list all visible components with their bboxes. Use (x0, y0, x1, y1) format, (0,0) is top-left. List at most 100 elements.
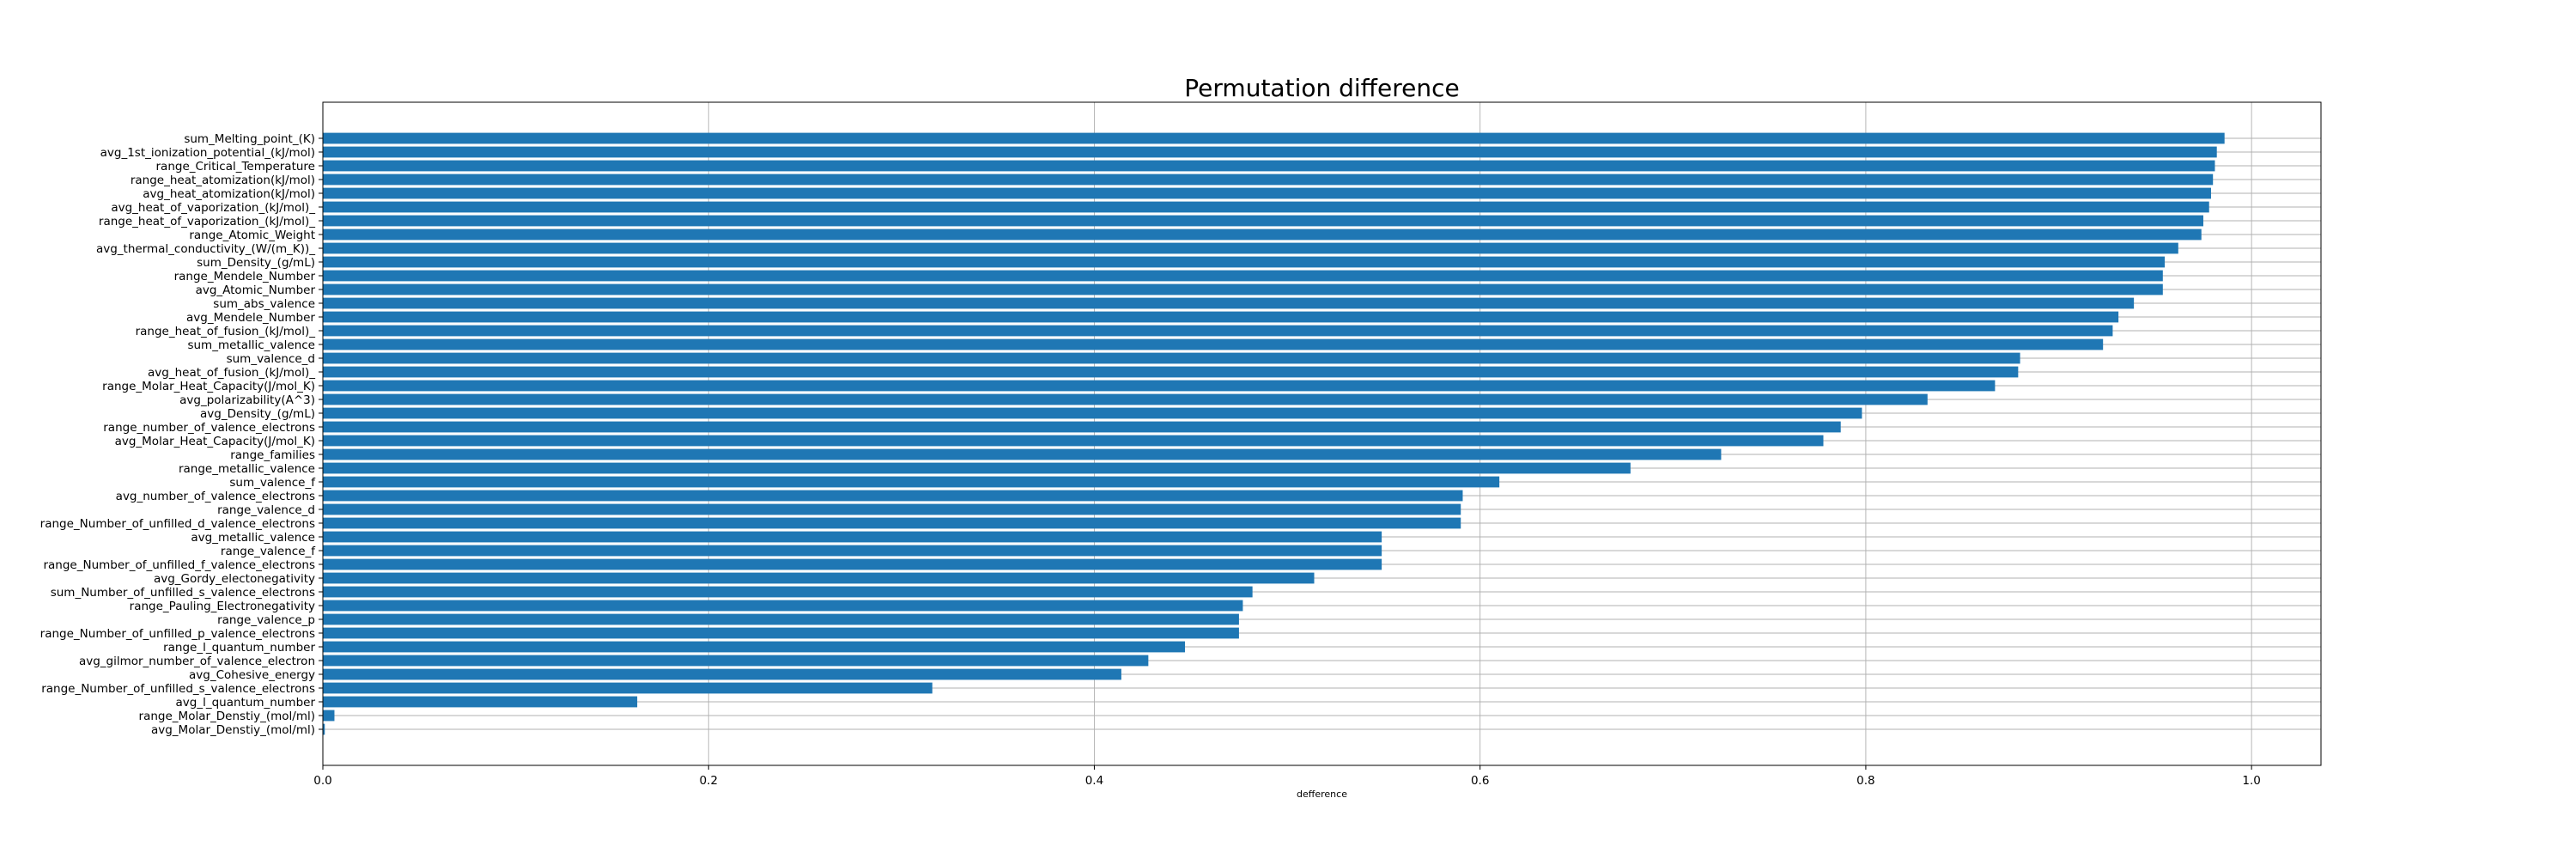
bar (323, 366, 2019, 378)
y-tick-label: range_metallic_valence (179, 462, 315, 476)
y-tick-label: sum_metallic_valence (187, 338, 315, 352)
y-tick-label: sum_valence_f (229, 476, 316, 490)
bar (323, 325, 2113, 337)
y-tick-label: avg_thermal_conductivity_(W/(m_K))_ (96, 242, 315, 256)
bar (323, 187, 2211, 199)
bar (323, 490, 1463, 502)
bar (323, 421, 1841, 433)
bar (323, 297, 2135, 309)
y-tick-label: sum_Density_(g/mL) (197, 256, 315, 270)
bar (323, 393, 1928, 405)
bar (323, 407, 1862, 419)
y-tick-label: avg_Molar_Heat_Capacity(J/mol_K) (115, 435, 315, 448)
y-tick-label: range_number_of_valence_electrons (103, 421, 315, 435)
y-tick-label: range_Number_of_unfilled_d_valence_elect… (40, 517, 315, 531)
bar (323, 338, 2104, 350)
y-tick-label: sum_Number_of_unfilled_s_valence_electro… (51, 586, 315, 600)
x-tick-label: 0.2 (699, 774, 717, 788)
y-tick-label: range_valence_p (217, 613, 315, 627)
y-tick-label: range_Molar_Heat_Capacity(J/mol_K) (102, 380, 315, 393)
y-tick-label: avg_Density_(g/mL) (200, 407, 315, 421)
bar (323, 572, 1315, 584)
plot-frame (322, 101, 2322, 766)
y-tick-label: avg_gilmor_number_of_valence_electron (79, 655, 315, 668)
bar (323, 696, 638, 708)
bar (323, 462, 1631, 474)
y-tick-label: range_Mendele_Number (174, 270, 316, 283)
y-tick-label: avg_metallic_valence (191, 531, 315, 545)
bar (323, 242, 2178, 254)
bar (323, 311, 2119, 323)
bar (323, 132, 2225, 144)
bar (323, 641, 1186, 653)
y-tick-label: avg_Atomic_Number (196, 283, 316, 297)
y-tick-label: range_Critical_Temperature (156, 160, 316, 174)
y-tick-label: avg_heat_atomization(kJ/mol) (143, 187, 315, 201)
x-tick-label: 0.4 (1085, 774, 1103, 788)
bar (323, 174, 2214, 186)
x-axis-label: defference (1297, 789, 1347, 800)
bar (323, 723, 325, 735)
bar (323, 270, 2163, 282)
bar (323, 710, 335, 722)
x-tick-label: 0.0 (313, 774, 331, 788)
bar (323, 545, 1382, 557)
y-tick-label: range_Atomic_Weight (189, 228, 315, 242)
y-tick-label: avg_Molar_Denstiy_(mol/ml) (151, 723, 315, 737)
y-tick-label: range_Molar_Denstiy_(mol/ml) (139, 710, 315, 723)
y-tick-label: range_heat_of_vaporization_(kJ/mol)_ (99, 215, 315, 228)
bar (323, 627, 1239, 639)
y-tick-label: range_Number_of_unfilled_s_valence_elect… (41, 682, 315, 696)
y-tick-label: range_Pauling_Electronegativity (130, 600, 315, 613)
bar (323, 682, 933, 694)
bar (323, 586, 1253, 598)
bar (323, 228, 2202, 241)
bar (323, 256, 2166, 268)
y-tick-label: avg_heat_of_vaporization_(kJ/mol)_ (111, 201, 315, 215)
y-tick-label: avg_l_quantum_number (176, 696, 316, 710)
y-tick-label: range_valence_f (221, 545, 316, 558)
y-tick-label: avg_heat_of_fusion_(kJ/mol)_ (148, 366, 315, 380)
x-tick-label: 0.8 (1856, 774, 1874, 788)
bar (323, 655, 1149, 667)
y-tick-label: range_Number_of_unfilled_f_valence_elect… (43, 558, 315, 572)
bar (323, 435, 1824, 447)
y-tick-label: sum_abs_valence (213, 297, 315, 311)
x-tick-label: 0.6 (1471, 774, 1489, 788)
y-tick-label: range_l_quantum_number (163, 641, 315, 655)
chart-title: Permutation difference (1184, 74, 1459, 102)
y-tick-label: range_heat_of_fusion_(kJ/mol)_ (136, 325, 316, 338)
bar (323, 531, 1382, 543)
y-tick-label: range_families (230, 448, 315, 462)
bar (323, 613, 1239, 625)
bars (323, 132, 2225, 735)
bar (323, 283, 2163, 295)
y-tick-label: avg_number_of_valence_electrons (116, 490, 315, 503)
bar (323, 558, 1382, 570)
bar (323, 215, 2203, 227)
bar (323, 201, 2209, 213)
y-tick-label: range_heat_atomization(kJ/mol) (131, 174, 315, 187)
x-axis-ticks: 0.0 0.2 0.4 0.6 0.8 1.0 (313, 765, 2261, 788)
y-axis-ticks: sum_Melting_point_(K)avg_1st_ionization_… (40, 132, 323, 737)
bar (323, 668, 1121, 680)
y-tick-label: avg_Mendele_Number (186, 311, 315, 325)
y-tick-label: sum_Melting_point_(K) (184, 132, 315, 146)
bar (323, 146, 2217, 158)
bar (323, 448, 1722, 460)
bar (323, 352, 2020, 364)
bar (323, 476, 1500, 488)
x-tick-label: 1.0 (2242, 774, 2260, 788)
bar (323, 503, 1461, 515)
y-tick-label: range_valence_d (217, 503, 315, 517)
y-tick-label: avg_1st_ionization_potential_(kJ/mol) (100, 146, 315, 160)
y-tick-label: avg_Gordy_electonegativity (154, 572, 315, 586)
y-tick-label: avg_Cohesive_energy (189, 668, 315, 682)
bar (323, 600, 1243, 612)
bar (323, 160, 2215, 172)
bar (323, 517, 1461, 529)
y-tick-label: avg_polarizability(A^3) (179, 393, 315, 407)
y-tick-label: range_Number_of_unfilled_p_valence_elect… (40, 627, 315, 641)
y-tick-label: sum_valence_d (227, 352, 315, 366)
